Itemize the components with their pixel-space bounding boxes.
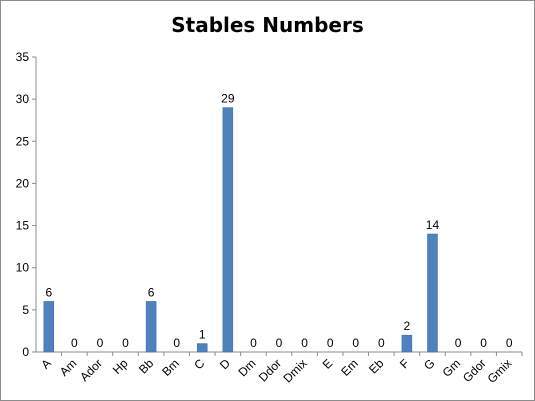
x-tick-label-Em: Em xyxy=(338,356,361,379)
bar-D xyxy=(222,107,234,353)
x-tick-label-Am: Am xyxy=(57,356,80,379)
data-label-Dm: 0 xyxy=(250,336,257,350)
x-tick-label-Dmix: Dmix xyxy=(280,356,309,385)
bar-Bb xyxy=(145,301,157,353)
data-label-E: 0 xyxy=(327,336,334,350)
x-tick-label-C: C xyxy=(191,356,207,372)
bar-C xyxy=(197,343,208,353)
x-tick-label-Bm: Bm xyxy=(159,356,182,379)
bar-A xyxy=(43,301,55,353)
y-tick-label: 35 xyxy=(16,50,30,64)
data-label-Bm: 0 xyxy=(173,336,180,350)
data-label-Hp: 0 xyxy=(122,336,129,350)
y-tick-label: 0 xyxy=(22,345,29,359)
x-tick-label-Bb: Bb xyxy=(136,356,157,377)
x-tick-label-Ddor: Ddor xyxy=(256,356,284,384)
data-label-Gdor: 0 xyxy=(480,336,487,350)
data-label-Ador: 0 xyxy=(97,336,104,350)
x-tick-label-Ador: Ador xyxy=(77,356,105,384)
y-tick-label: 15 xyxy=(16,219,30,233)
x-tick-label-Eb: Eb xyxy=(366,356,387,377)
data-label-C: 1 xyxy=(199,328,206,342)
data-label-Eb: 0 xyxy=(378,336,385,350)
x-tick-label-Gdor: Gdor xyxy=(460,356,489,385)
x-tick-label-F: F xyxy=(397,356,412,371)
data-label-G: 14 xyxy=(426,218,440,232)
data-label-Gmix: 0 xyxy=(506,336,513,350)
x-tick-label-Hp: Hp xyxy=(110,356,131,377)
data-label-Bb: 6 xyxy=(148,285,155,299)
data-label-Ddor: 0 xyxy=(276,336,283,350)
y-tick-label: 10 xyxy=(16,261,30,275)
y-tick-label: 20 xyxy=(16,176,30,190)
data-label-D: 29 xyxy=(221,92,235,106)
bar-G xyxy=(427,233,438,353)
x-tick-label-A: A xyxy=(38,356,54,372)
y-tick-label: 30 xyxy=(16,92,30,106)
data-label-Dmix: 0 xyxy=(301,336,308,350)
data-label-F: 2 xyxy=(404,319,411,333)
x-tick-label-Dm: Dm xyxy=(235,356,258,379)
y-tick-label: 25 xyxy=(16,134,30,148)
data-label-Am: 0 xyxy=(71,336,78,350)
data-label-Em: 0 xyxy=(352,336,359,350)
x-tick-label-E: E xyxy=(320,356,336,372)
data-label-Gm: 0 xyxy=(455,336,462,350)
data-label-A: 6 xyxy=(45,285,52,299)
x-tick-label-Gmix: Gmix xyxy=(485,356,515,386)
x-tick-label-D: D xyxy=(217,356,233,372)
x-tick-label-Gm: Gm xyxy=(440,356,464,380)
chart-title: Stables Numbers xyxy=(171,13,364,37)
y-tick-label: 5 xyxy=(22,303,29,317)
x-tick-label-G: G xyxy=(421,356,438,373)
bar-F xyxy=(401,334,413,353)
